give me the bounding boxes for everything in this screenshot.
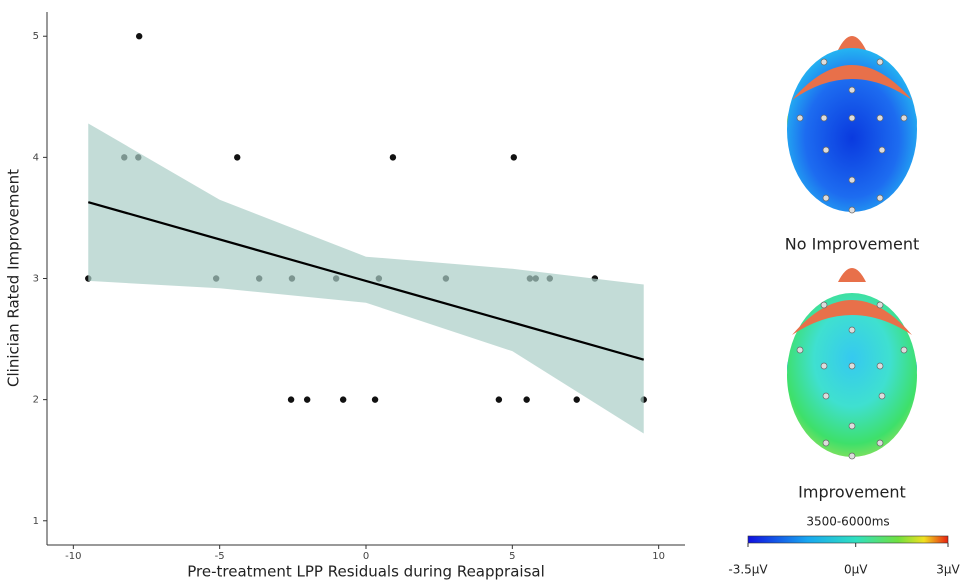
confidence-band [88, 123, 644, 434]
point [135, 33, 143, 40]
y-tick-label: 4 [33, 152, 39, 163]
x-tick-label: 0 [363, 551, 369, 562]
point [234, 154, 241, 161]
y-tick-label: 5 [33, 31, 39, 42]
point [523, 396, 530, 403]
x-tick-label: 5 [509, 551, 515, 562]
x-axis-label: Pre-treatment LPP Residuals during Reapp… [187, 563, 545, 581]
colorbar-tick-label: 3μV [936, 563, 960, 577]
y-tick-label: 3 [33, 274, 39, 285]
regression-line [87, 201, 645, 361]
point [389, 154, 397, 161]
point [573, 396, 580, 403]
x-tick-label: -5 [215, 551, 225, 562]
point [510, 154, 517, 161]
x-tick-label: 10 [652, 551, 665, 562]
point [339, 396, 347, 403]
x-tick-label: -10 [65, 551, 81, 562]
y-tick-label: 1 [33, 516, 39, 527]
point [287, 396, 295, 403]
colorbar-tick-label: -3.5μV [728, 563, 768, 577]
colorbar-title: 3500-6000ms [806, 515, 889, 529]
point [371, 396, 379, 403]
panel-label: Improvement [798, 483, 906, 502]
head-map [787, 36, 917, 214]
y-tick-label: 2 [33, 395, 39, 406]
colorbar [747, 535, 949, 544]
panel-label: No Improvement [785, 235, 919, 254]
colorbar-tick-label: 0μV [844, 563, 868, 577]
head-map [787, 268, 917, 460]
y-axis-label: Clinician Rated Improvement [5, 169, 23, 387]
point [303, 396, 311, 403]
point [495, 396, 503, 403]
